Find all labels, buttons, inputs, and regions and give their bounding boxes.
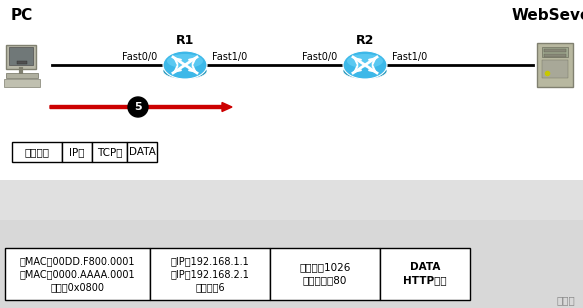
Ellipse shape	[343, 63, 387, 79]
FancyBboxPatch shape	[4, 79, 40, 87]
FancyBboxPatch shape	[544, 54, 566, 57]
Text: Fast1/0: Fast1/0	[392, 52, 427, 62]
Ellipse shape	[163, 63, 207, 79]
Text: 5: 5	[134, 102, 142, 112]
Text: Fast1/0: Fast1/0	[212, 52, 248, 62]
Ellipse shape	[347, 54, 383, 68]
Text: WebSever: WebSever	[511, 8, 583, 23]
FancyArrow shape	[50, 103, 232, 111]
FancyBboxPatch shape	[6, 45, 36, 69]
Text: 源端口号1026
目的端口号80: 源端口号1026 目的端口号80	[299, 262, 351, 286]
FancyBboxPatch shape	[5, 248, 150, 300]
FancyBboxPatch shape	[150, 248, 270, 300]
FancyBboxPatch shape	[17, 61, 27, 64]
Text: DATA: DATA	[129, 147, 156, 157]
FancyBboxPatch shape	[0, 180, 583, 308]
Text: Fast0/0: Fast0/0	[122, 52, 157, 62]
FancyBboxPatch shape	[62, 142, 92, 162]
Text: 源IP：192.168.1.1
目IP：192.168.2.1
协议号：6: 源IP：192.168.1.1 目IP：192.168.2.1 协议号：6	[171, 256, 250, 292]
Text: PC: PC	[11, 8, 33, 23]
Text: 源MAC：00DD.F800.0001
目MAC：0000.AAAA.0001
类型：0x0800: 源MAC：00DD.F800.0001 目MAC：0000.AAAA.0001 …	[20, 256, 135, 292]
Text: TCP头: TCP头	[97, 147, 122, 157]
Text: R1: R1	[176, 34, 194, 47]
Text: 亿速云: 亿速云	[556, 295, 575, 305]
FancyBboxPatch shape	[0, 0, 583, 180]
FancyBboxPatch shape	[92, 142, 127, 162]
FancyBboxPatch shape	[380, 248, 470, 300]
Circle shape	[128, 97, 148, 117]
Text: IP头: IP头	[69, 147, 85, 157]
FancyBboxPatch shape	[0, 180, 583, 220]
Text: Fast0/0: Fast0/0	[303, 52, 338, 62]
Ellipse shape	[163, 51, 207, 79]
FancyBboxPatch shape	[6, 73, 38, 78]
FancyBboxPatch shape	[537, 43, 573, 87]
FancyBboxPatch shape	[542, 60, 568, 78]
FancyBboxPatch shape	[12, 142, 62, 162]
Text: 以太网头: 以太网头	[24, 147, 50, 157]
FancyBboxPatch shape	[9, 47, 33, 65]
Text: R2: R2	[356, 34, 374, 47]
FancyBboxPatch shape	[544, 49, 566, 52]
FancyBboxPatch shape	[270, 248, 380, 300]
FancyBboxPatch shape	[542, 47, 568, 57]
Ellipse shape	[343, 51, 387, 79]
FancyBboxPatch shape	[127, 142, 157, 162]
Ellipse shape	[167, 54, 203, 68]
Text: DATA
HTTP荷载: DATA HTTP荷载	[403, 262, 447, 286]
